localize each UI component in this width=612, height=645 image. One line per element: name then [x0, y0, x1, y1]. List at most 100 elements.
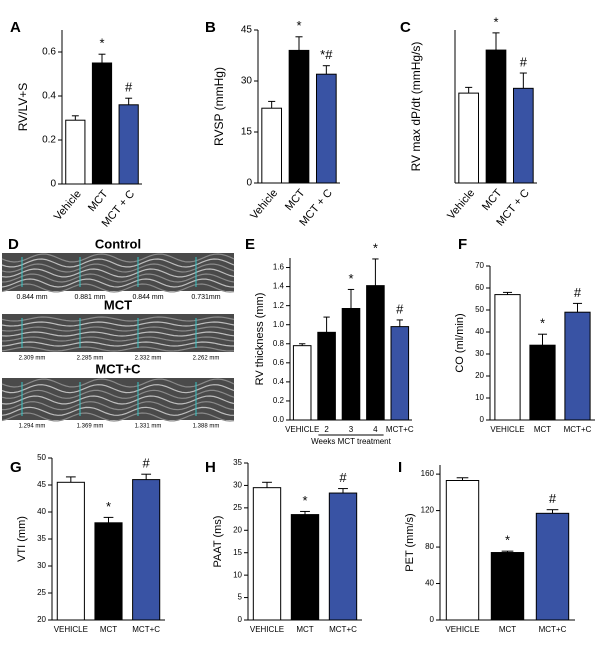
panel-letter: D — [8, 236, 19, 253]
bar — [341, 308, 361, 421]
y-tick-label: 50 — [475, 305, 484, 314]
echo-measurement: 1.294 mm — [19, 424, 46, 430]
significance-label: * — [373, 240, 378, 255]
y-tick-label: 45 — [241, 25, 253, 36]
y-tick-label: 0 — [430, 615, 435, 624]
y-tick-label: 40 — [37, 507, 46, 516]
y-axis-label: CO (ml/min) — [454, 313, 466, 372]
x-tick-label: MCT — [534, 425, 551, 434]
echo-measurement: 1.331 mm — [135, 424, 162, 430]
significance-label: * — [296, 18, 301, 33]
x-tick-label: MCT+C — [329, 625, 357, 634]
x-tick-label: MCT+C — [386, 425, 414, 434]
y-tick-label: 35 — [233, 458, 242, 467]
bar — [315, 73, 337, 184]
y-tick-label: 160 — [421, 469, 435, 478]
echo-texture — [1, 336, 235, 342]
x-tick-label: Vehicle — [445, 187, 477, 222]
y-tick-label: 30 — [37, 561, 46, 570]
bar — [132, 479, 161, 621]
y-tick-label: 5 — [238, 593, 243, 602]
significance-label: # — [143, 456, 151, 471]
y-tick-label: 15 — [233, 548, 242, 557]
significance-label: # — [574, 285, 582, 300]
echo-texture — [1, 268, 235, 278]
significance-label: * — [99, 36, 104, 51]
panel-letter: H — [205, 459, 216, 476]
echo-texture — [1, 401, 235, 411]
echo-measurement: 1.369 mm — [77, 424, 104, 430]
echo-measurement: 0.844 mm — [16, 294, 47, 301]
x-tick-label: MCT+C — [132, 625, 160, 634]
echo-texture — [1, 341, 235, 347]
echo-texture — [1, 253, 235, 263]
y-axis-label: RV max dP/dt (mmHg/s) — [409, 42, 423, 172]
y-tick-label: 10 — [475, 393, 484, 402]
y-tick-label: 25 — [37, 588, 46, 597]
y-tick-label: 50 — [37, 453, 46, 462]
y-tick-label: 30 — [233, 481, 242, 490]
echo-texture — [1, 331, 235, 337]
y-axis-label: RV/LV+S — [16, 83, 30, 132]
y-tick-label: 0.4 — [273, 377, 285, 386]
bar — [261, 107, 283, 184]
bar — [328, 492, 358, 621]
x-tick-label: MCT — [296, 625, 313, 634]
echo-measurement: 2.262 mm — [193, 356, 220, 362]
echo-measurement: 2.285 mm — [77, 356, 104, 362]
bar — [390, 326, 410, 421]
bar — [290, 514, 320, 621]
echo-texture — [1, 378, 235, 388]
significance-label: * — [106, 499, 111, 514]
bar — [564, 311, 591, 421]
y-tick-label: 20 — [37, 615, 46, 624]
echo-texture — [1, 258, 235, 268]
y-tick-label: 30 — [475, 349, 484, 358]
echo-texture — [1, 346, 235, 352]
panel-letter: F — [458, 236, 467, 253]
significance-label: * — [348, 271, 353, 286]
echo-texture — [1, 278, 235, 288]
panel-letter: B — [205, 19, 216, 36]
y-tick-label: 0.8 — [273, 339, 285, 348]
y-tick-label: 1.2 — [273, 301, 285, 310]
x-tick-label: MCT+C — [564, 425, 592, 434]
x-tick-label: VEHICLE — [490, 425, 524, 434]
x-tick-label: VEHICLE — [54, 625, 88, 634]
significance-label: # — [520, 54, 528, 69]
y-tick-label: 70 — [475, 261, 484, 270]
bar — [535, 512, 570, 621]
y-tick-label: 30 — [241, 76, 253, 87]
echo-title: MCT+C — [95, 361, 141, 376]
echo-texture — [1, 412, 235, 422]
y-tick-label: 1.0 — [273, 320, 285, 329]
echo-title: Control — [95, 236, 141, 251]
significance-label: # — [396, 301, 404, 316]
significance-label: * — [505, 533, 510, 548]
significance-label: # — [125, 80, 133, 95]
y-tick-label: 0 — [238, 615, 243, 624]
x-tick-label: MCT — [480, 187, 505, 213]
echo-measurement: 1.388 mm — [193, 424, 220, 430]
echo-texture — [1, 395, 235, 405]
bar — [288, 49, 310, 184]
bar — [94, 522, 123, 621]
echo-texture — [1, 283, 235, 293]
bar — [494, 294, 521, 421]
bar — [252, 487, 282, 621]
x-tick-label: 2 — [324, 425, 329, 434]
y-tick-label: 45 — [37, 480, 46, 489]
bar — [490, 552, 525, 621]
echo-measurement: 2.309 mm — [19, 356, 46, 362]
x-tick-label: MCT — [283, 187, 308, 213]
echo-texture — [1, 263, 235, 273]
y-tick-label: 0.0 — [273, 415, 285, 424]
x-tick-label: MCT — [499, 625, 516, 634]
echo-texture — [1, 326, 235, 332]
echo-texture — [1, 321, 235, 327]
y-tick-label: 0.4 — [42, 91, 56, 102]
significance-label: * — [493, 14, 498, 29]
y-tick-label: 0 — [246, 178, 252, 189]
bar — [317, 331, 336, 421]
